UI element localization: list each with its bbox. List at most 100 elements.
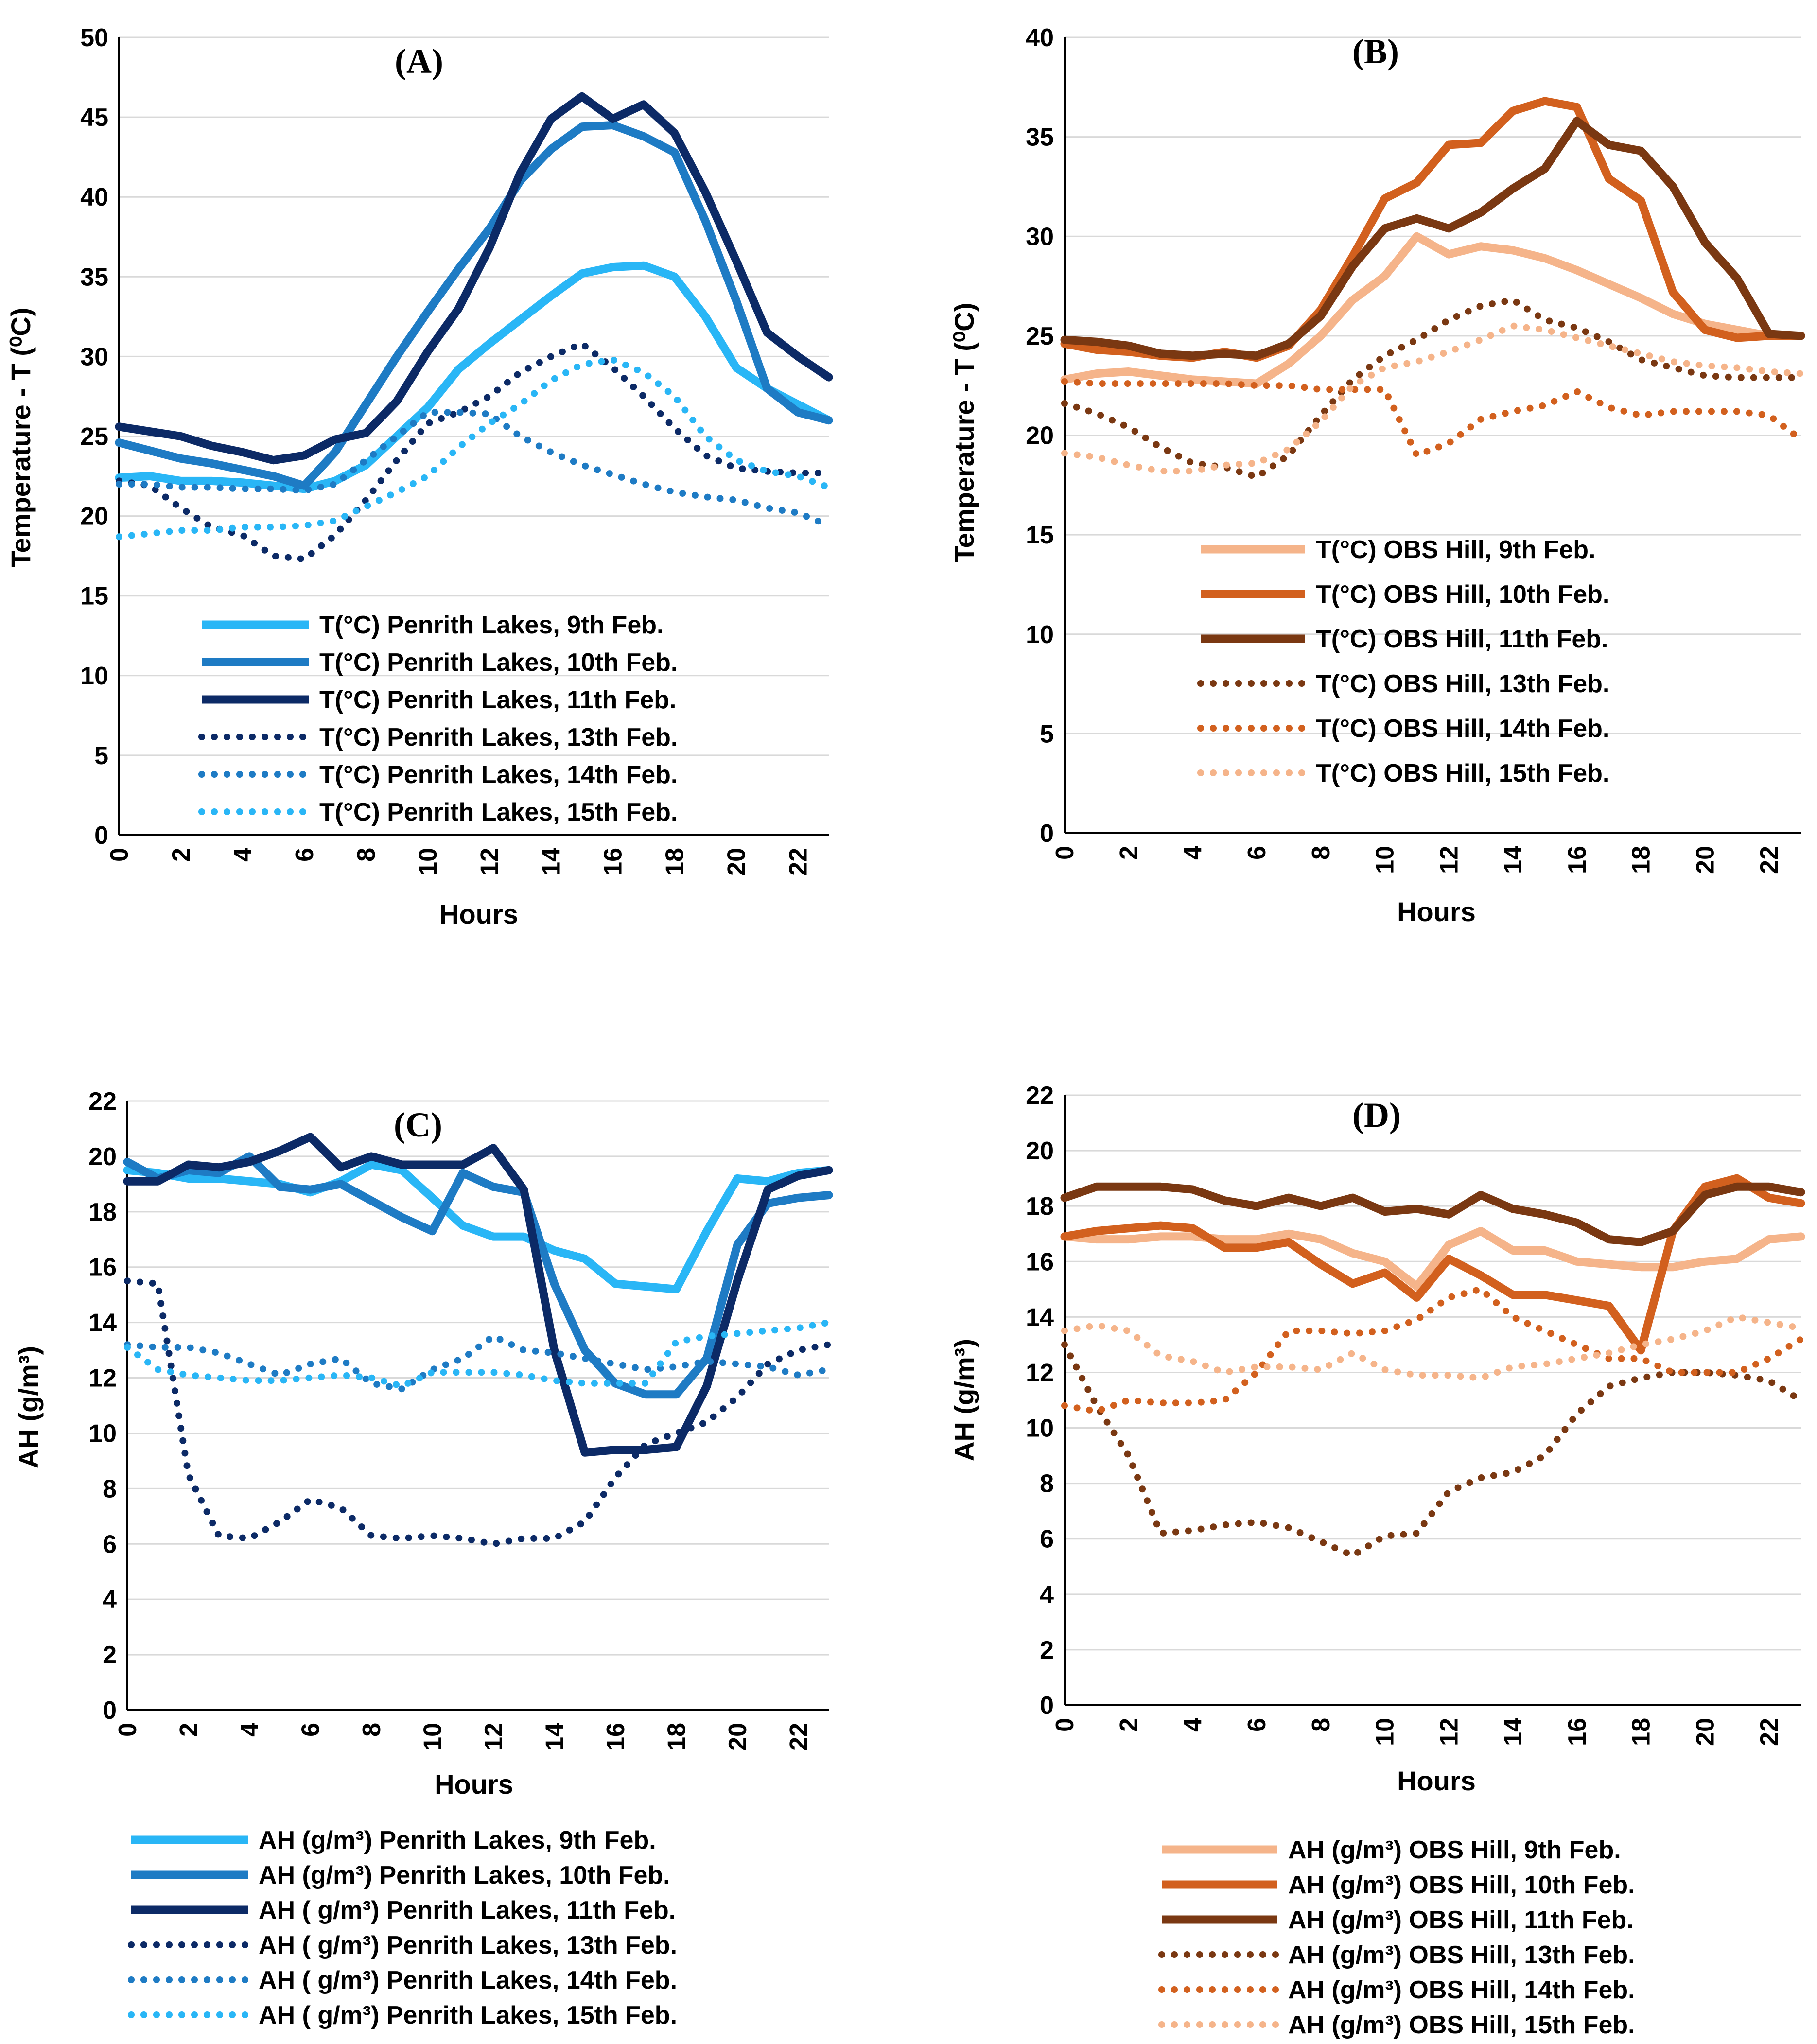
- y-tick-label: 10: [80, 662, 108, 690]
- x-tick-label: 4: [1179, 1718, 1207, 1732]
- x-tick-label: 14: [1499, 1718, 1527, 1746]
- legend-label: T(°C) OBS Hill, 13th Feb.: [1316, 670, 1609, 698]
- x-tick-label: 0: [1051, 846, 1079, 860]
- x-tick-label: 12: [1435, 846, 1463, 874]
- y-tick-label: 30: [1026, 223, 1054, 251]
- y-tick-label: 2: [103, 1641, 117, 1669]
- y-tick-label: 14: [1026, 1303, 1054, 1331]
- series-line: [116, 409, 832, 529]
- legend-label: T(°C) OBS Hill, 9th Feb.: [1316, 536, 1595, 564]
- x-tick-label: 10: [1371, 846, 1399, 874]
- x-tick-label: 4: [236, 1723, 264, 1737]
- panel-a: 0 5 10 15 20 25 30 35 40 45 50 0 2 4 6 8 10 12 14 16 18 20 22 H…: [5, 24, 833, 929]
- panel-c: 0 2 4 6 8 10 12 14 16 18 20 22 0 2 4 6 8 10 12 14 16 18 20 22 Ho…: [13, 1087, 833, 2029]
- x-tick-label: 16: [602, 1723, 630, 1751]
- y-tick-label: 0: [94, 821, 108, 850]
- x-tick-label: 0: [114, 1723, 142, 1737]
- y-tick-label: 40: [80, 183, 108, 211]
- legend-label: AH ( g/m³) Penrith Lakes, 14th Feb.: [259, 1966, 677, 1994]
- legend-label: AH (g/m³) Penrith Lakes, 9th Feb.: [259, 1826, 656, 1854]
- series-line: [1060, 117, 1805, 360]
- x-tick-label: 8: [1307, 846, 1335, 860]
- panel-b: 0 5 10 15 20 25 30 35 40 0 2 4 6 8 10 12 14 16 18 20 22 Hours…: [949, 24, 1805, 927]
- panel-title: (B): [1352, 32, 1399, 71]
- legend-label: AH ( g/m³) Penrith Lakes, 13th Feb.: [259, 1931, 677, 1959]
- y-tick-label: 0: [103, 1696, 117, 1725]
- y-tick-label: 6: [1040, 1525, 1054, 1554]
- x-axis-label: Hours: [439, 899, 518, 929]
- y-tick-label: 12: [88, 1364, 117, 1393]
- legend-label: T(°C) Penrith Lakes, 9th Feb.: [319, 611, 664, 639]
- y-tick-label: 16: [1026, 1248, 1054, 1276]
- legend-label: AH (g/m³) OBS Hill, 13th Feb.: [1288, 1941, 1635, 1969]
- legend-label: AH ( g/m³) Penrith Lakes, 11th Feb.: [259, 1896, 676, 1924]
- x-axis-label: Hours: [1397, 1765, 1476, 1796]
- legend-label: T(°C) Penrith Lakes, 14th Feb.: [319, 761, 678, 789]
- x-tick-label: 12: [480, 1723, 508, 1751]
- series-line: [1061, 297, 1804, 481]
- y-tick-label: 8: [103, 1475, 117, 1503]
- x-tick-label: 4: [229, 848, 257, 862]
- x-tick-label: 14: [538, 848, 566, 876]
- x-tick-label: 20: [723, 848, 751, 876]
- x-tick-label: 10: [419, 1723, 447, 1751]
- y-tick-label: 6: [103, 1530, 117, 1558]
- panel-title: (A): [395, 42, 443, 81]
- legend-label: AH ( g/m³) Penrith Lakes, 15th Feb.: [259, 2001, 677, 2029]
- y-axis-label: AH (g/m³): [949, 1339, 979, 1461]
- series-line: [115, 92, 833, 465]
- y-tick-label: 12: [1026, 1359, 1054, 1387]
- y-axis-label: AH (g/m³): [13, 1346, 44, 1468]
- y-tick-label: 22: [88, 1087, 117, 1116]
- series-line: [1061, 1286, 1804, 1415]
- x-tick-label: 14: [541, 1723, 569, 1751]
- x-tick-label: 14: [1499, 846, 1527, 874]
- series-line: [124, 1277, 832, 1548]
- x-tick-label: 2: [175, 1723, 203, 1737]
- series-line: [116, 356, 832, 541]
- x-tick-label: 18: [1627, 846, 1656, 874]
- series-line: [116, 340, 832, 563]
- y-tick-label: 4: [1040, 1581, 1054, 1609]
- legend-label: T(°C) OBS Hill, 10th Feb.: [1316, 580, 1609, 609]
- y-tick-label: 22: [1026, 1082, 1054, 1110]
- y-tick-label: 40: [1026, 24, 1054, 52]
- x-tick-label: 18: [1627, 1718, 1656, 1746]
- y-tick-label: 20: [1026, 1137, 1054, 1165]
- x-tick-label: 16: [1563, 1718, 1591, 1746]
- legend-label: T(°C) Penrith Lakes, 10th Feb.: [319, 648, 678, 677]
- series-line: [1060, 1227, 1805, 1291]
- x-tick-label: 8: [358, 1723, 386, 1737]
- y-axis-label: Temperature - T (⁰C): [5, 308, 36, 568]
- y-tick-label: 0: [1040, 820, 1054, 848]
- y-tick-label: 35: [80, 263, 108, 291]
- legend-label: T(°C) Penrith Lakes, 11th Feb.: [319, 686, 677, 714]
- x-tick-label: 16: [1563, 846, 1591, 874]
- legend-label: AH (g/m³) OBS Hill, 9th Feb.: [1288, 1836, 1621, 1864]
- series-line: [1061, 322, 1804, 475]
- legend-label: T(°C) Penrith Lakes, 13th Feb.: [319, 723, 678, 751]
- series-line: [1061, 1341, 1804, 1559]
- legend-label: AH (g/m³) OBS Hill, 10th Feb.: [1288, 1871, 1635, 1899]
- x-tick-label: 4: [1179, 846, 1207, 860]
- x-tick-label: 16: [599, 848, 628, 876]
- y-tick-label: 45: [80, 104, 108, 132]
- x-tick-label: 10: [1371, 1718, 1399, 1746]
- y-tick-label: 50: [80, 24, 108, 52]
- x-tick-label: 10: [414, 848, 442, 876]
- x-axis-label: Hours: [435, 1769, 513, 1799]
- y-tick-label: 18: [88, 1198, 117, 1226]
- y-tick-label: 20: [1026, 422, 1054, 450]
- x-tick-label: 20: [724, 1723, 752, 1751]
- x-tick-label: 12: [1435, 1718, 1463, 1746]
- x-tick-label: 6: [297, 1723, 325, 1737]
- panel-title: (C): [394, 1105, 442, 1144]
- x-tick-label: 2: [167, 848, 195, 862]
- x-tick-label: 0: [105, 848, 134, 862]
- series-line: [115, 261, 833, 493]
- series-line: [124, 1333, 832, 1393]
- y-tick-label: 15: [1026, 521, 1054, 549]
- x-tick-label: 18: [661, 848, 689, 876]
- legend-label: AH (g/m³) OBS Hill, 15th Feb.: [1288, 2011, 1635, 2039]
- x-axis-label: Hours: [1397, 896, 1476, 927]
